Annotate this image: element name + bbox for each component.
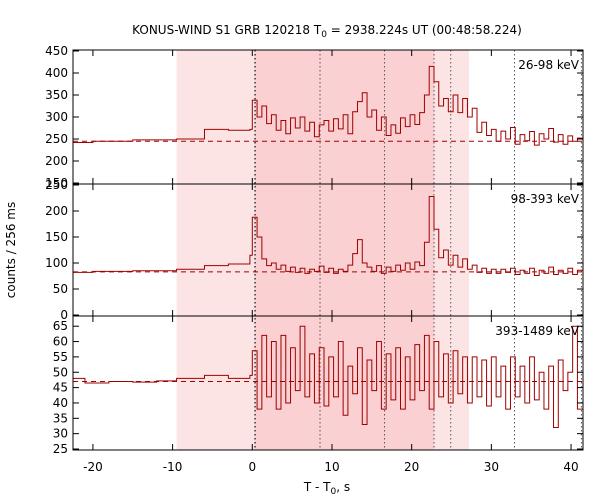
panel-3-series bbox=[73, 325, 583, 429]
panel-1-ytick-label-400: 400 bbox=[45, 66, 68, 80]
panel-1-energy-label: 26-98 keV bbox=[518, 58, 580, 72]
panel-2-ytick-label-150: 150 bbox=[45, 230, 68, 244]
x-axis-label-subscript: 0 bbox=[331, 487, 337, 497]
panel-3-ytick-label-50: 50 bbox=[53, 365, 68, 379]
x-axis-label: T - T0, s bbox=[303, 480, 350, 497]
x-tick-label-30: 30 bbox=[484, 460, 499, 474]
x-tick-label--20: -20 bbox=[83, 460, 103, 474]
panel-3-ytick-label-65: 65 bbox=[53, 319, 68, 333]
x-tick-label--10: -10 bbox=[163, 460, 183, 474]
panel-3-ytick-label-40: 40 bbox=[53, 396, 68, 410]
x-tick-label-20: 20 bbox=[404, 460, 419, 474]
panel-2-light-curve bbox=[73, 195, 583, 276]
chart-title: KONUS-WIND S1 GRB 120218 T0 = 2938.224s … bbox=[132, 23, 522, 40]
panel-3-ytick-label-60: 60 bbox=[53, 335, 68, 349]
panel-2-ytick-label-50: 50 bbox=[53, 282, 68, 296]
panel-3-ytick-label-30: 30 bbox=[53, 427, 68, 441]
panel-3-energy-label: 393-1489 keV bbox=[495, 324, 579, 338]
shaded-region-2 bbox=[254, 50, 434, 450]
panel-2-ytick-label-250: 250 bbox=[45, 178, 68, 192]
panel-1-ytick-label-200: 200 bbox=[45, 154, 68, 168]
panel-1-ytick-label-250: 250 bbox=[45, 132, 68, 146]
panel-2-ytick-label-100: 100 bbox=[45, 256, 68, 270]
panel-1-series bbox=[73, 65, 583, 146]
panel-1-ytick-label-450: 450 bbox=[45, 44, 68, 58]
x-tick-label-0: 0 bbox=[248, 460, 256, 474]
panel-3-ytick-label-25: 25 bbox=[53, 442, 68, 456]
panel-3-ytick-label-55: 55 bbox=[53, 350, 68, 364]
panel-3-frame bbox=[72, 315, 584, 451]
panel-1-ytick-label-150: 150 bbox=[45, 176, 68, 190]
x-tick-label-10: 10 bbox=[324, 460, 339, 474]
panel-2-energy-label: 98-393 keV bbox=[511, 192, 580, 206]
panel-3-light-curve bbox=[73, 325, 583, 429]
y-axis-label: counts / 256 ms bbox=[4, 202, 18, 298]
panel-2-series bbox=[73, 195, 583, 276]
panel-1-light-curve bbox=[73, 65, 583, 146]
panel-3-ytick-label-35: 35 bbox=[53, 411, 68, 425]
panel-1-ytick-label-300: 300 bbox=[45, 110, 68, 124]
panel-2-ytick-label-200: 200 bbox=[45, 204, 68, 218]
panel-3-ytick-label-45: 45 bbox=[53, 381, 68, 395]
x-tick-label-40: 40 bbox=[563, 460, 578, 474]
chart-title-subscript: 0 bbox=[321, 30, 327, 40]
panel-1-ytick-label-350: 350 bbox=[45, 88, 68, 102]
panel-2-ytick-label-0: 0 bbox=[60, 308, 68, 322]
